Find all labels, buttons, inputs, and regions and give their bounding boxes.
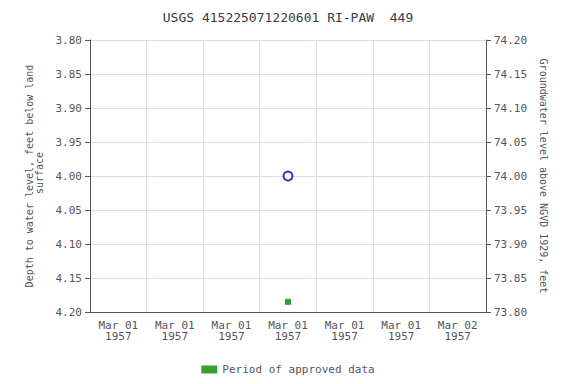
svg-text:1957: 1957 [388,330,415,343]
svg-text:Mar 01: Mar 01 [324,319,365,332]
svg-text:1957: 1957 [275,330,302,343]
svg-text:1957: 1957 [218,330,245,343]
svg-text:Mar 01: Mar 01 [381,319,421,332]
svg-text:Mar 01: Mar 01 [98,319,139,332]
svg-text:4.15: 4.15 [56,272,83,285]
svg-text:74.00: 74.00 [494,170,527,183]
svg-text:73.90: 73.90 [494,238,527,251]
svg-text:73.85: 73.85 [494,272,527,285]
svg-text:1957: 1957 [162,330,189,343]
svg-text:surface: surface [34,152,45,200]
svg-text:73.95: 73.95 [494,204,527,217]
svg-text:74.10: 74.10 [494,102,527,115]
svg-text:3.95: 3.95 [56,136,83,149]
svg-text:3.85: 3.85 [56,68,83,81]
svg-text:3.90: 3.90 [56,102,83,115]
svg-text:Depth to water level, feet bel: Depth to water level, feet below land [23,64,35,288]
svg-text:4.10: 4.10 [56,238,83,251]
svg-text:3.80: 3.80 [56,34,83,47]
svg-text:1957: 1957 [444,330,471,343]
svg-text:74.15: 74.15 [494,68,527,81]
svg-text:1957: 1957 [331,330,358,343]
svg-text:Mar 01: Mar 01 [155,319,195,332]
svg-text:4.00: 4.00 [56,170,83,183]
svg-text:Mar 02: Mar 02 [437,319,478,332]
svg-text:Groundwater level above NGVD 1: Groundwater level above NGVD 1929, feet [538,59,549,294]
svg-text:Period of approved data: Period of approved data [222,363,374,376]
svg-text:Mar 01: Mar 01 [268,319,308,332]
svg-text:74.20: 74.20 [494,34,527,47]
svg-text:4.20: 4.20 [56,306,83,319]
svg-text:74.05: 74.05 [494,136,527,149]
svg-text:1957: 1957 [105,330,132,343]
svg-text:Mar 01: Mar 01 [211,319,252,332]
svg-text:73.80: 73.80 [494,306,527,319]
svg-text:4.05: 4.05 [56,204,83,217]
svg-text:USGS 415225071220601 RI-PAW 4: USGS 415225071220601 RI-PAW 449 [163,10,413,25]
